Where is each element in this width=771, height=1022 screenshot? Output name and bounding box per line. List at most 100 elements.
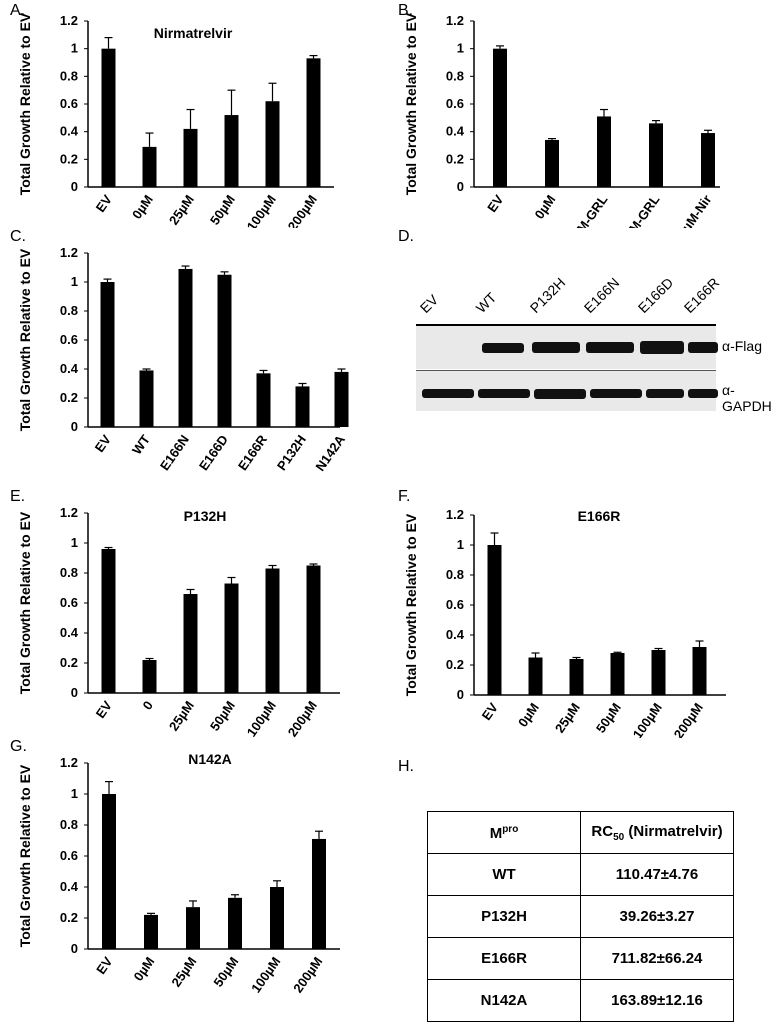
y-tick-label: 0.8 [446,68,464,83]
table-cell-mpro: E166R [427,937,581,980]
y-tick-label: 0.2 [60,390,78,405]
bar [186,907,200,949]
bar [217,274,232,427]
y-tick-label: 0.8 [60,68,78,83]
x-tick-label: WT [129,432,153,457]
blot-band [590,389,642,398]
blot-lane-label: EV [416,291,442,316]
x-tick-label: 0µM [131,954,158,984]
x-tick-label: 200µM-Nir [666,192,714,228]
y-axis-label: Total Growth Relative to EV [17,511,33,694]
blot-band [586,342,634,353]
rc50-table: Mpro RC50 (Nirmatrelvir) WT 110.47±4.76 P… [427,811,734,1022]
x-tick-label: EV [479,700,501,723]
bar [224,583,239,693]
blot-band [534,389,586,399]
x-tick-label: EV [93,698,115,721]
panel-label-d: D. [398,228,414,245]
table-cell-rc50: 39.26±3.27 [580,895,734,938]
bar [183,594,198,693]
bar [101,48,116,187]
y-tick-label: 0.8 [60,303,78,318]
y-tick-label: 0.2 [60,910,78,925]
bar [256,373,271,427]
y-axis-label: Total Growth Relative to EV [17,764,33,947]
y-axis-label: Total Growth Relative to EV [403,12,419,195]
bar [228,897,242,949]
panel-label-b: B. [398,2,414,19]
y-tick-label: 1 [71,41,78,56]
x-tick-label: E166N [157,432,192,473]
table-cell-rc50: 163.89±12.16 [580,979,734,1022]
x-tick-label: 0 [140,698,156,713]
antibody-label-gapdh: α-GAPDH [722,382,771,414]
y-tick-label: 0 [457,687,464,702]
bar [493,48,507,187]
panel-label-c: C. [10,228,26,245]
y-axis-label: Total Growth Relative to EV [17,12,33,195]
y-tick-label: 1 [71,274,78,289]
bar-chart-mutants: 0 0.2 0.4 0.6 0.8 1 1.2 Total Growth Relative t… [17,245,349,474]
x-tick-label: 100µM [244,192,279,228]
bar [545,139,559,187]
bar [306,565,321,693]
bar [144,914,158,949]
table-row: N142A 163.89±12.16 [427,979,734,1022]
bar [100,282,115,427]
table-cell-rc50: 711.82±66.24 [580,937,734,980]
y-tick-label: 1.2 [60,13,78,28]
y-tick-label: 0.2 [446,151,464,166]
y-tick-label: 1 [457,41,464,56]
y-tick-label: 0 [71,685,78,700]
y-tick-label: 1 [457,537,464,552]
bar [569,659,584,695]
y-axis-label: Total Growth Relative to EV [403,513,419,696]
y-tick-label: 0.6 [60,848,78,863]
bar [139,370,154,427]
chart-title: Nirmatrelvir [154,25,233,41]
blot-band [478,389,530,398]
y-tick-label: 0 [71,941,78,956]
y-tick-label: 0.6 [60,332,78,347]
y-tick-label: 0.4 [60,124,79,139]
blot-band [688,342,718,353]
y-tick-label: 1.2 [60,245,78,260]
x-tick-label: 50µM-GRL [561,192,610,228]
x-tick-label: EV [93,192,115,215]
y-tick-label: 0.4 [60,361,79,376]
bar [649,123,663,187]
x-tick-label: 25µM [552,700,583,735]
x-tick-label: 200µM [671,700,706,738]
bar-chart-p132h: 0 0.2 0.4 0.6 0.8 1 1.2 Total Growth Relative t… [17,505,340,738]
bar-chart-grl-comparison: 0 0.2 0.4 0.6 0.8 1 1.2 Total Growth Relative t… [403,12,720,228]
table-cell-mpro: N142A [427,979,581,1022]
chart-title: N142A [188,751,232,767]
chart-title: P132H [184,508,227,524]
blot-lane-label: P132H [526,274,569,316]
blot-band [532,342,580,353]
bar [265,101,280,187]
header-rc50: RC50 (Nirmatrelvir) [580,811,734,854]
table-cell-mpro: WT [427,853,581,896]
y-tick-label: 0.6 [446,597,464,612]
bar [597,116,611,187]
y-tick-label: 0.4 [60,879,79,894]
bar [306,58,321,187]
y-tick-label: 0.8 [60,817,78,832]
blot-band [422,389,474,398]
y-tick-label: 0 [457,179,464,194]
blot-band [640,341,684,354]
blot-flag-row [416,324,718,369]
blot-lane-label: E166R [680,274,723,316]
bar [265,568,280,693]
table-cell-mpro: P132H [427,895,581,938]
x-tick-label: 200µM [290,954,325,995]
x-tick-label: EV [93,954,115,977]
x-tick-label: N142A [312,432,348,474]
blot-lane-label: WT [472,289,500,316]
blot-lane-label: E166N [580,274,623,316]
bar-chart-nirmatrelvir: 0 0.2 0.4 0.6 0.8 1 1.2 Total Growth Relative t… [17,12,334,228]
western-blot: EV WT P132H E166N E166D E166R α-Flag α-GAPDH [410,240,771,425]
panel-label-f: F. [398,488,411,505]
table-header-row: Mpro RC50 (Nirmatrelvir) [427,811,734,854]
